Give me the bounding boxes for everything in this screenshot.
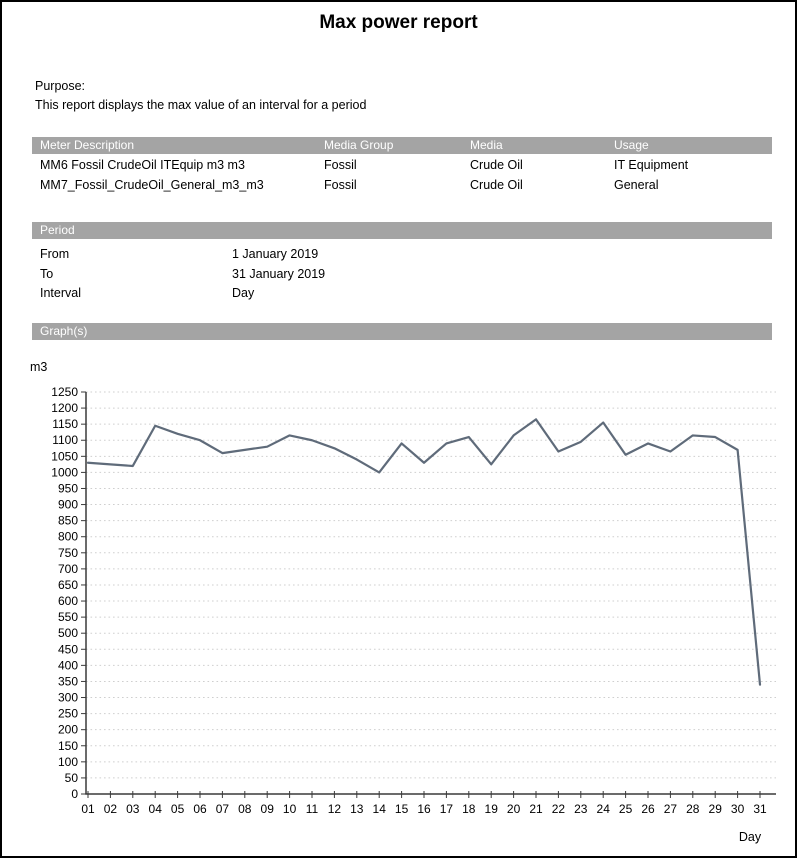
svg-text:27: 27	[664, 802, 678, 816]
svg-text:800: 800	[58, 530, 78, 544]
period-row-interval: Interval Day	[40, 284, 740, 304]
svg-text:1050: 1050	[51, 449, 78, 463]
svg-text:07: 07	[216, 802, 230, 816]
svg-text:550: 550	[58, 610, 78, 624]
media-cell: Crude Oil	[470, 178, 523, 192]
media-cell: Crude Oil	[470, 158, 523, 172]
svg-text:11: 11	[306, 802, 319, 816]
column-header-meter-description: Meter Description	[40, 138, 135, 152]
chart-canvas: 0501001502002503003504004505005506006507…	[51, 385, 776, 816]
svg-text:26: 26	[641, 802, 655, 816]
period-row-from: From 1 January 2019	[40, 245, 740, 265]
svg-text:04: 04	[149, 802, 163, 816]
svg-text:19: 19	[485, 802, 499, 816]
column-header-media: Media	[470, 138, 503, 152]
svg-text:600: 600	[58, 594, 78, 608]
svg-text:1200: 1200	[51, 401, 78, 415]
svg-text:06: 06	[193, 802, 207, 816]
svg-text:30: 30	[731, 802, 745, 816]
svg-text:200: 200	[58, 723, 78, 737]
svg-text:1150: 1150	[52, 417, 78, 431]
svg-text:16: 16	[417, 802, 431, 816]
svg-text:100: 100	[58, 755, 78, 769]
svg-text:23: 23	[574, 802, 588, 816]
svg-text:12: 12	[328, 802, 342, 816]
svg-text:09: 09	[261, 802, 275, 816]
svg-text:300: 300	[58, 691, 78, 705]
svg-text:18: 18	[462, 802, 476, 816]
max-power-line-chart: m3 0 50 100 150 200 250 300 350 400 450 500 550 600 6…	[2, 352, 795, 856]
usage-cell: IT Equipment	[614, 158, 689, 172]
table-row: MM7_Fossil_CrudeOil_General_m3_m3 Fossil…	[32, 175, 772, 195]
table-row: MM6 Fossil CrudeOil ITEquip m3 m3 Fossil…	[32, 155, 772, 175]
svg-text:21: 21	[529, 802, 543, 816]
svg-text:900: 900	[58, 498, 78, 512]
svg-text:1000: 1000	[51, 465, 78, 479]
media-group-cell: Fossil	[324, 158, 357, 172]
interval-label: Interval	[40, 286, 81, 300]
svg-text:31: 31	[753, 802, 767, 816]
period-row-to: To 31 January 2019	[40, 265, 740, 285]
svg-text:03: 03	[126, 802, 140, 816]
meter-description-cell: MM7_Fossil_CrudeOil_General_m3_m3	[40, 178, 264, 192]
svg-text:400: 400	[58, 658, 78, 672]
meter-description-cell: MM6 Fossil CrudeOil ITEquip m3 m3	[40, 158, 245, 172]
media-group-cell: Fossil	[324, 178, 357, 192]
svg-text:05: 05	[171, 802, 185, 816]
graphs-header-label: Graph(s)	[40, 324, 88, 338]
column-header-media-group: Media Group	[324, 138, 394, 152]
svg-text:850: 850	[58, 514, 78, 528]
to-label: To	[40, 266, 54, 281]
from-value: 1 January 2019	[232, 247, 319, 261]
x-axis-unit-label: Day	[738, 830, 762, 844]
svg-text:1100: 1100	[52, 433, 78, 447]
svg-text:20: 20	[507, 802, 521, 816]
svg-text:500: 500	[58, 626, 78, 640]
column-header-usage: Usage	[614, 138, 649, 152]
from-label: From	[40, 247, 70, 261]
purpose-text: This report displays the max value of an…	[35, 98, 367, 112]
svg-text:14: 14	[373, 802, 387, 816]
svg-text:10: 10	[283, 802, 297, 816]
page-title: Max power report	[319, 12, 478, 33]
svg-text:700: 700	[58, 562, 78, 576]
svg-text:150: 150	[58, 739, 78, 753]
svg-text:50: 50	[65, 771, 79, 785]
graphs-section-header: Graph(s)	[32, 323, 772, 340]
svg-text:950: 950	[58, 481, 78, 495]
svg-text:24: 24	[597, 802, 611, 816]
svg-text:29: 29	[709, 802, 723, 816]
y-axis-unit-label: m3	[30, 360, 48, 374]
to-value: 31 January 2019	[232, 266, 326, 281]
svg-text:350: 350	[58, 674, 78, 688]
period-table: From 1 January 2019 To 31 January 2019 I…	[40, 245, 740, 304]
svg-text:650: 650	[58, 578, 78, 592]
svg-text:250: 250	[58, 707, 78, 721]
svg-text:01: 01	[81, 802, 95, 816]
purpose-label: Purpose:	[35, 79, 86, 93]
svg-text:25: 25	[619, 802, 633, 816]
interval-value: Day	[232, 286, 255, 300]
svg-text:750: 750	[58, 546, 78, 560]
svg-text:0: 0	[71, 787, 78, 801]
svg-text:08: 08	[238, 802, 252, 816]
svg-text:17: 17	[440, 802, 454, 816]
svg-text:28: 28	[686, 802, 700, 816]
svg-text:22: 22	[552, 802, 566, 816]
svg-text:15: 15	[395, 802, 409, 816]
svg-text:02: 02	[104, 802, 118, 816]
usage-cell: General	[614, 178, 659, 192]
svg-text:13: 13	[350, 802, 364, 816]
meters-table-header: Meter Description Media Group Media Usag…	[32, 137, 772, 154]
svg-text:450: 450	[58, 642, 78, 656]
period-section-header: Period	[32, 222, 772, 239]
svg-text:1250: 1250	[51, 385, 78, 399]
period-header-label: Period	[40, 223, 75, 237]
